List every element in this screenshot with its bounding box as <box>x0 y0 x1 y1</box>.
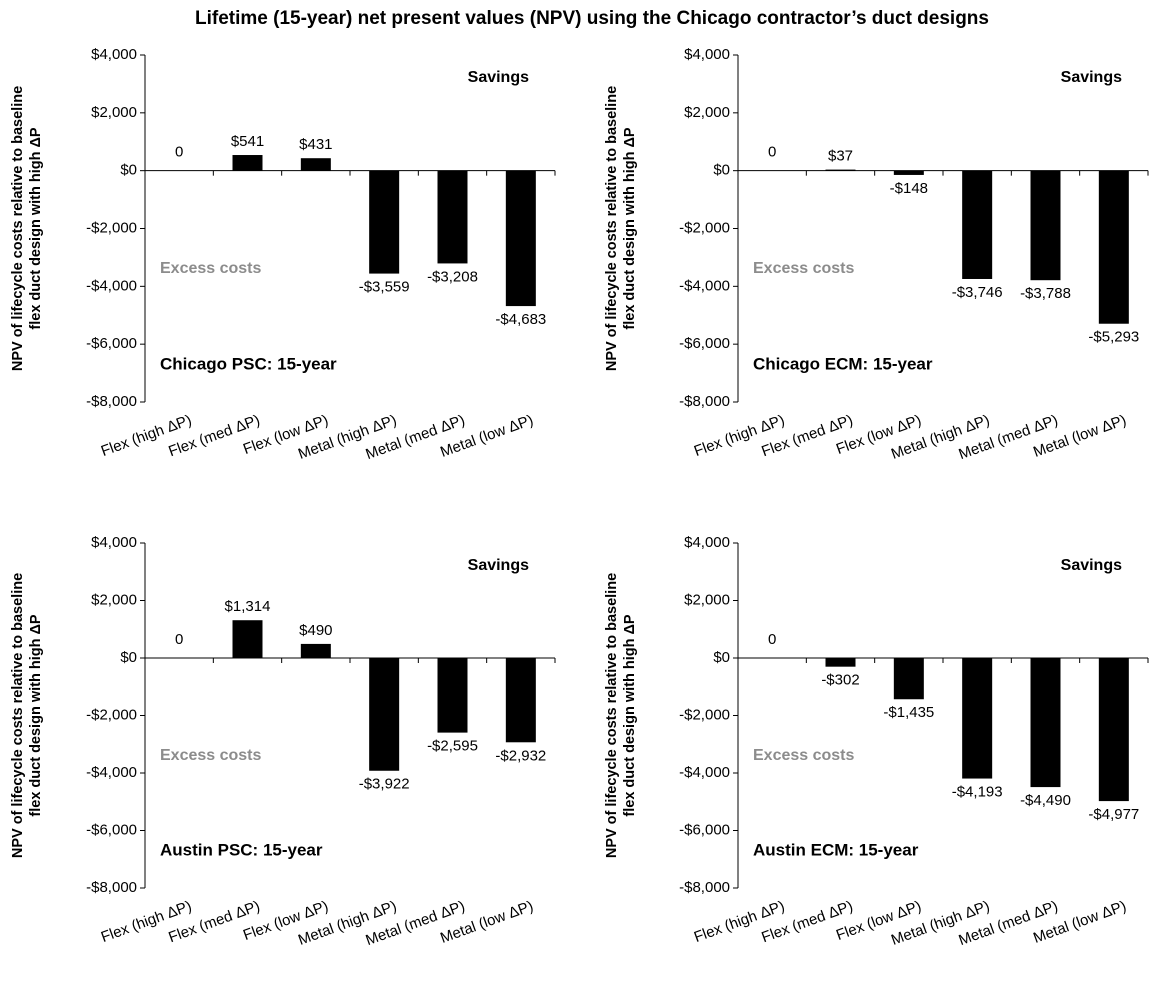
y-tick-label: -$6,000 <box>679 821 730 838</box>
value-label: -$2,932 <box>495 747 546 764</box>
bar <box>893 170 924 175</box>
y-tick-label: $0 <box>120 649 137 666</box>
y-tick-label: -$4,000 <box>86 277 137 294</box>
bar <box>369 170 400 274</box>
y-axis-label: NPV of lifecycle costs relative to basel… <box>604 86 620 371</box>
excess-annotation: Excess costs <box>160 747 262 764</box>
value-label: 0 <box>175 631 183 648</box>
bar <box>369 658 400 771</box>
bar <box>232 620 263 658</box>
y-tick-label: -$4,000 <box>86 764 137 781</box>
y-tick-label: -$6,000 <box>679 335 730 352</box>
y-tick-label: $2,000 <box>684 591 730 608</box>
y-tick-label: $4,000 <box>91 534 137 551</box>
figure-title: Lifetime (15-year) net present values (N… <box>195 8 989 29</box>
value-label: 0 <box>768 144 776 161</box>
savings-annotation: Savings <box>1061 69 1122 86</box>
value-label: -$3,922 <box>359 776 410 793</box>
value-label: -$4,490 <box>1020 792 1071 809</box>
bar <box>962 658 993 779</box>
value-label: -$148 <box>890 180 928 197</box>
value-label: -$2,595 <box>427 738 478 755</box>
y-tick-label: $2,000 <box>684 104 730 121</box>
panel-label: Austin ECM: 15-year <box>753 840 919 859</box>
value-label: -$4,193 <box>952 784 1003 801</box>
bar <box>825 658 856 667</box>
y-tick-label: $0 <box>713 649 730 666</box>
y-tick-label: -$4,000 <box>679 764 730 781</box>
y-axis-label: flex duct design with high ΔP <box>28 127 44 329</box>
y-axis-label: NPV of lifecycle costs relative to basel… <box>10 573 26 858</box>
bar <box>962 170 993 279</box>
excess-annotation: Excess costs <box>160 260 262 277</box>
bar <box>437 658 468 733</box>
y-tick-label: -$8,000 <box>679 879 730 896</box>
value-label: -$1,435 <box>883 704 934 721</box>
y-tick-label: $4,000 <box>91 46 137 63</box>
bar <box>1098 658 1129 802</box>
bar <box>437 170 468 264</box>
y-tick-label: -$2,000 <box>86 706 137 723</box>
value-label: -$3,208 <box>427 268 478 285</box>
excess-annotation: Excess costs <box>753 260 855 277</box>
savings-annotation: Savings <box>468 69 529 86</box>
bar <box>300 643 331 658</box>
value-label: $490 <box>299 622 332 639</box>
y-tick-label: -$2,000 <box>679 706 730 723</box>
y-tick-label: -$8,000 <box>86 879 137 896</box>
savings-annotation: Savings <box>1061 557 1122 574</box>
bar <box>1030 658 1061 788</box>
savings-annotation: Savings <box>468 557 529 574</box>
y-axis-label: flex duct design with high ΔP <box>622 614 638 816</box>
value-label: $541 <box>231 133 264 150</box>
value-label: 0 <box>175 144 183 161</box>
value-label: -$5,293 <box>1088 329 1139 346</box>
value-label: -$4,977 <box>1088 806 1139 823</box>
bar <box>825 169 856 171</box>
y-tick-label: -$6,000 <box>86 821 137 838</box>
value-label: 0 <box>768 631 776 648</box>
panel-label: Chicago PSC: 15-year <box>160 354 337 373</box>
y-tick-label: $4,000 <box>684 46 730 63</box>
y-tick-label: $0 <box>713 162 730 179</box>
bar <box>505 658 536 743</box>
value-label: -$4,683 <box>495 311 546 328</box>
value-label: $1,314 <box>225 598 271 615</box>
y-tick-label: -$6,000 <box>86 335 137 352</box>
bar <box>505 170 536 307</box>
bar <box>1098 170 1129 324</box>
value-label: $431 <box>299 136 332 153</box>
bar <box>893 658 924 700</box>
y-tick-label: $2,000 <box>91 104 137 121</box>
y-tick-label: -$2,000 <box>86 219 137 236</box>
excess-annotation: Excess costs <box>753 747 855 764</box>
bar <box>232 155 263 171</box>
y-tick-label: -$8,000 <box>679 393 730 410</box>
value-label: -$3,746 <box>952 284 1003 301</box>
value-label: -$302 <box>821 672 859 689</box>
value-label: -$3,559 <box>359 279 410 296</box>
y-tick-label: $4,000 <box>684 534 730 551</box>
value-label: $37 <box>828 148 853 165</box>
bar <box>300 158 331 171</box>
y-axis-label: flex duct design with high ΔP <box>28 614 44 816</box>
panel-label: Austin PSC: 15-year <box>160 840 323 859</box>
panel-label: Chicago ECM: 15-year <box>753 354 933 373</box>
value-label: -$3,788 <box>1020 285 1071 302</box>
bar <box>1030 170 1061 281</box>
y-tick-label: -$8,000 <box>86 393 137 410</box>
y-axis-label: flex duct design with high ΔP <box>622 127 638 329</box>
y-tick-label: $0 <box>120 162 137 179</box>
y-tick-label: $2,000 <box>91 591 137 608</box>
y-axis-label: NPV of lifecycle costs relative to basel… <box>604 573 620 858</box>
y-axis-label: NPV of lifecycle costs relative to basel… <box>10 86 26 371</box>
y-tick-label: -$4,000 <box>679 277 730 294</box>
y-tick-label: -$2,000 <box>679 219 730 236</box>
